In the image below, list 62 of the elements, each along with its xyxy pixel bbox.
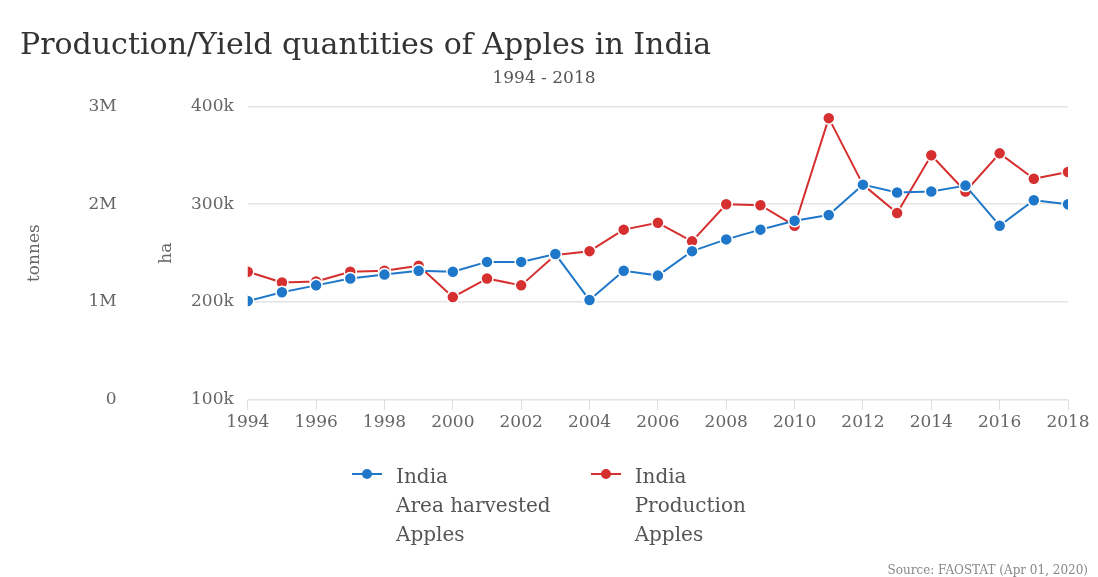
x-tick-label: 1998 (362, 411, 407, 432)
point (411, 263, 426, 278)
point (446, 290, 460, 304)
point (753, 222, 768, 237)
point (787, 214, 802, 228)
point (753, 198, 768, 212)
legend-label: India Production Apples (634, 463, 746, 548)
x-tick-label: 2008 (704, 411, 748, 432)
point (992, 146, 1007, 161)
point (890, 185, 904, 200)
point (446, 264, 460, 279)
point (514, 255, 528, 269)
x-tick-label: 2014 (909, 411, 953, 432)
point (582, 244, 597, 258)
point (582, 293, 597, 307)
point (822, 111, 836, 125)
y-tick-label: 200k (191, 290, 235, 311)
point (924, 184, 939, 199)
point (616, 263, 631, 278)
y2-axis-title: tonnes (22, 224, 43, 282)
y2-tick-label: 2M (88, 192, 117, 213)
point (1027, 172, 1041, 186)
point (822, 208, 836, 222)
chart-title: Production/Yield quantities of Apples in India (20, 25, 712, 61)
legend-label: India Area harvested Apples (396, 463, 551, 548)
point (719, 232, 733, 247)
point (480, 255, 494, 269)
point (480, 271, 494, 286)
x-tick-label: 2000 (431, 411, 475, 432)
x-tick-label: 1996 (294, 411, 338, 432)
x-tick-label: 2006 (636, 411, 680, 432)
source-note: Source: FAOSTAT (Apr 01, 2020) (887, 563, 1088, 577)
point (514, 278, 528, 293)
x-tick-label: 2012 (841, 411, 885, 432)
x-tick-label: 2016 (978, 411, 1022, 432)
x-tick-label: 2002 (499, 411, 543, 432)
x-tick-label: 1994 (226, 411, 270, 432)
x-tick-label: 2018 (1046, 411, 1090, 432)
point (924, 148, 939, 163)
y2-tick-label: 1M (88, 290, 117, 311)
point (309, 278, 323, 293)
point (275, 285, 289, 299)
y-tick-label: 400k (191, 94, 235, 115)
y-axis-title: ha (155, 242, 176, 264)
point (616, 222, 631, 237)
x-tick-label: 2010 (772, 411, 817, 432)
point (1027, 193, 1041, 208)
point (719, 197, 733, 211)
point (890, 206, 904, 220)
point (685, 244, 699, 258)
point (651, 216, 665, 230)
point (992, 218, 1007, 233)
point (651, 268, 665, 283)
x-tick-label: 2004 (567, 411, 612, 432)
chart-subtitle: 1994 - 2018 (492, 66, 596, 87)
point (958, 178, 973, 193)
y-tick-label: 100k (191, 388, 235, 409)
point (343, 271, 358, 286)
point (377, 267, 392, 282)
y2-tick-label: 3M (88, 94, 117, 115)
y2-tick-label: 0 (105, 388, 117, 409)
y-tick-label: 300k (191, 192, 235, 213)
